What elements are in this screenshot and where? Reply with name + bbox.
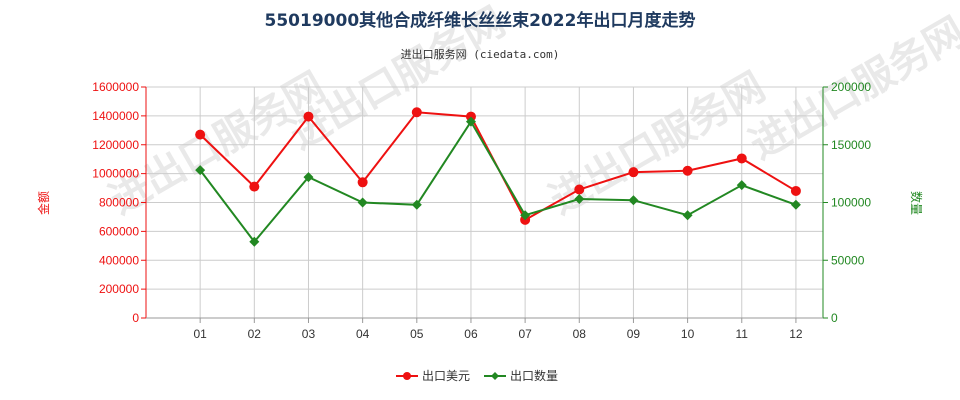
series-1-point	[628, 167, 639, 178]
series-line-2	[199, 119, 797, 244]
series-2-point	[303, 172, 314, 183]
y-right-tick-label: 200000	[831, 80, 871, 94]
y-right-axis-title: 数量	[909, 191, 924, 215]
x-tick-label: 04	[356, 327, 370, 341]
x-tick-label: 11	[736, 327, 749, 341]
series-2-point	[357, 197, 368, 208]
series-2-point	[574, 194, 585, 205]
y-right-tick-label: 0	[831, 311, 838, 325]
series-1-point	[790, 185, 801, 196]
chart-title: 55019000其他合成纤维长丝丝束2022年出口月度走势	[265, 10, 696, 31]
y-left-tick-label: 1600000	[92, 80, 139, 94]
series-2-point	[628, 195, 639, 206]
x-tick-label: 09	[627, 327, 641, 341]
series-1-point	[736, 153, 747, 164]
x-tick-label: 02	[248, 327, 262, 341]
series-2-point	[736, 180, 747, 191]
series-1-point	[465, 111, 476, 122]
x-tick-label: 12	[789, 327, 803, 341]
series-2-point	[790, 199, 801, 210]
x-tick-label: 07	[518, 327, 532, 341]
x-tick-label: 06	[464, 327, 478, 341]
legend-label: 出口数量	[510, 368, 558, 383]
series-2-point	[465, 116, 476, 127]
y-left-axis-title: 金额	[36, 191, 51, 215]
series-1-point	[195, 129, 206, 140]
y-left-tick-label: 1000000	[92, 167, 139, 181]
axes: 0200000400000600000800000100000012000001…	[92, 80, 871, 341]
x-tick-label: 10	[681, 327, 695, 341]
y-left-tick-label: 1200000	[92, 138, 139, 152]
y-left-tick-label: 0	[132, 311, 139, 325]
y-left-tick-label: 800000	[99, 196, 139, 210]
y-right-tick-label: 100000	[831, 196, 871, 210]
x-tick-label: 05	[410, 327, 424, 341]
y-right-tick-label: 50000	[831, 253, 865, 267]
series-1-point	[357, 177, 368, 188]
series-1-point	[411, 107, 422, 118]
x-tick-label: 01	[193, 327, 207, 341]
y-left-tick-label: 400000	[99, 253, 139, 267]
y-left-tick-label: 600000	[99, 224, 139, 238]
series-2-point	[249, 236, 260, 247]
x-tick-label: 08	[573, 327, 587, 341]
chart-subtitle: 进出口服务网 (ciedata.com)	[401, 47, 560, 61]
y-left-tick-label: 1400000	[92, 109, 139, 123]
series-1-point	[682, 165, 693, 176]
series-2-point	[411, 199, 422, 210]
legend-swatch-marker	[491, 372, 499, 380]
series-1-point	[574, 184, 585, 195]
series-1-point	[249, 181, 260, 192]
series-2-point	[520, 210, 531, 221]
series-2-point	[682, 210, 693, 221]
series-layer	[195, 107, 801, 247]
series-2-point	[195, 165, 206, 176]
x-tick-label: 03	[302, 327, 316, 341]
y-right-tick-label: 150000	[831, 138, 871, 152]
series-1-point	[303, 111, 314, 122]
legend: 出口美元 出口数量	[396, 368, 558, 383]
legend-label: 出口美元	[422, 369, 470, 383]
legend-swatch-marker	[403, 372, 411, 380]
y-left-tick-label: 200000	[99, 282, 139, 296]
